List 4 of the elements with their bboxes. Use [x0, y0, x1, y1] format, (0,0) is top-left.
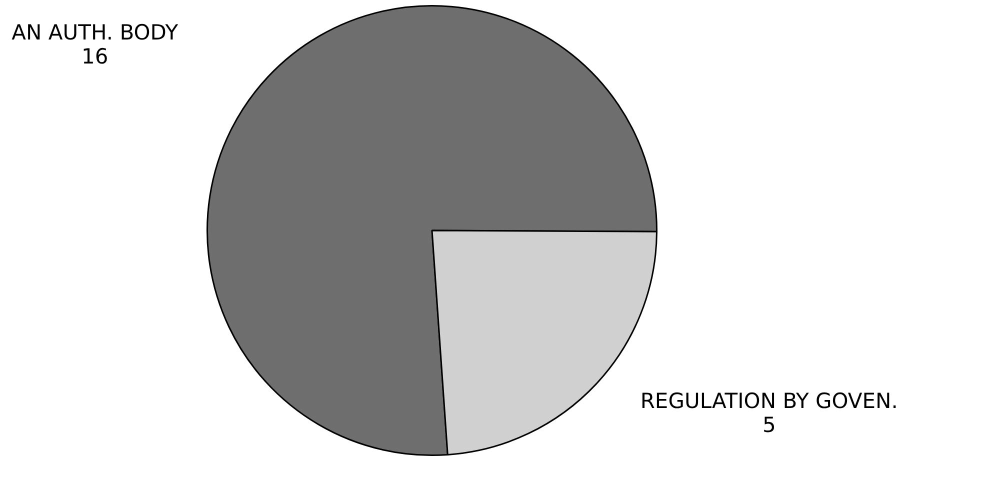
slice-label: REGULATION BY GOVEN. — [640, 389, 898, 414]
data-label: 5 — [762, 413, 776, 438]
data-label: 16 — [82, 44, 108, 69]
slice-label: AN AUTH. BODY — [12, 20, 178, 45]
